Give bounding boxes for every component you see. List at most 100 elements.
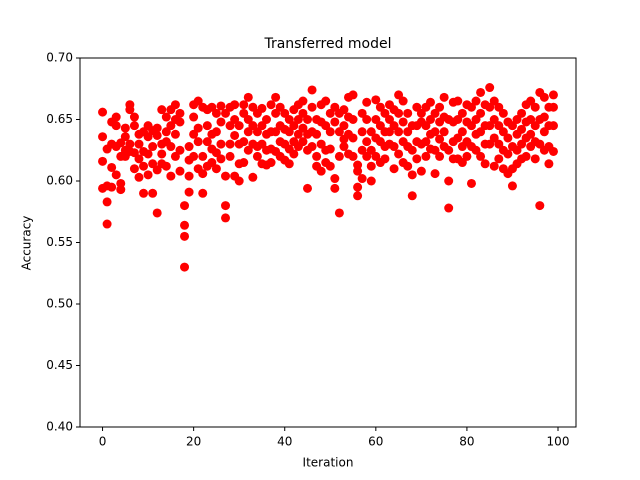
y-tick-label: 0.45 [46, 358, 73, 372]
data-point [289, 121, 299, 131]
data-point [321, 96, 331, 106]
data-point [202, 121, 212, 131]
x-tick-label: 80 [459, 435, 474, 449]
data-point [107, 182, 117, 192]
data-point [134, 172, 144, 182]
data-point [435, 102, 445, 112]
data-point [198, 169, 208, 179]
data-point [207, 158, 217, 168]
data-point [526, 129, 536, 139]
data-point [375, 102, 385, 112]
data-point [175, 108, 185, 118]
data-point [230, 115, 240, 124]
data-point [348, 133, 358, 143]
data-point [289, 149, 299, 159]
data-point [539, 112, 549, 122]
data-point [284, 127, 294, 137]
data-point [494, 121, 504, 131]
data-point [389, 121, 399, 131]
data-point [266, 100, 276, 110]
data-point [548, 102, 558, 112]
data-point [170, 100, 180, 110]
data-point [530, 121, 540, 131]
data-point [453, 96, 463, 106]
data-point [353, 166, 363, 176]
data-point [348, 151, 358, 161]
data-point [530, 102, 540, 112]
data-point [211, 164, 221, 174]
data-point [526, 115, 536, 124]
data-point [362, 151, 372, 161]
data-point [517, 124, 527, 134]
data-point [457, 108, 467, 118]
data-point [357, 145, 367, 155]
data-point [143, 170, 153, 180]
data-point [498, 127, 508, 137]
data-point [293, 129, 303, 139]
data-point [193, 137, 203, 147]
data-point [180, 201, 190, 211]
data-point [485, 83, 495, 93]
data-point [421, 121, 431, 131]
data-point [307, 142, 317, 152]
data-point [262, 115, 272, 124]
data-point [298, 108, 308, 118]
data-point [243, 145, 253, 155]
data-point [175, 117, 185, 127]
data-point [230, 100, 240, 110]
data-point [517, 139, 527, 149]
data-point [548, 146, 558, 156]
data-point [489, 133, 499, 143]
data-point [143, 132, 153, 142]
data-point [275, 102, 285, 112]
data-point [371, 115, 381, 124]
data-point [466, 102, 476, 112]
data-point [430, 145, 440, 155]
data-point [544, 159, 554, 169]
data-point [225, 151, 235, 161]
data-point [517, 108, 527, 118]
data-point [148, 188, 158, 198]
data-point [444, 203, 454, 213]
data-point [307, 85, 317, 95]
data-point [180, 220, 190, 230]
data-point [366, 161, 376, 171]
data-point [102, 197, 112, 207]
y-tick-label: 0.70 [46, 51, 73, 65]
data-point [362, 137, 372, 147]
data-point [476, 108, 486, 118]
data-point [412, 154, 422, 164]
data-point [416, 166, 426, 176]
data-point [366, 127, 376, 137]
data-point [152, 130, 162, 140]
data-point [480, 159, 490, 169]
data-point [189, 151, 199, 161]
data-point [248, 102, 258, 112]
y-tick-label: 0.55 [46, 235, 73, 249]
data-point [357, 174, 367, 184]
data-point [485, 139, 495, 149]
data-point [157, 105, 167, 115]
data-point [111, 121, 121, 131]
data-point [466, 121, 476, 131]
data-point [293, 115, 303, 124]
data-point [384, 127, 394, 137]
data-point [512, 115, 522, 124]
data-point [116, 138, 126, 148]
data-point [116, 178, 126, 188]
data-point [120, 123, 130, 133]
data-point [398, 117, 408, 127]
data-point [535, 201, 545, 211]
data-point [312, 151, 322, 161]
data-point [152, 123, 162, 133]
data-point [507, 121, 517, 131]
data-point [380, 154, 390, 164]
data-point [334, 127, 344, 137]
data-point [430, 127, 440, 137]
data-point [211, 108, 221, 118]
data-point [430, 169, 440, 179]
data-point [170, 151, 180, 161]
data-point [243, 115, 253, 124]
data-point [403, 108, 413, 118]
data-point [471, 145, 481, 155]
